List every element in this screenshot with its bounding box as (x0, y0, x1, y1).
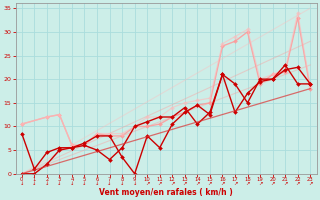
X-axis label: Vent moyen/en rafales ( km/h ): Vent moyen/en rafales ( km/h ) (99, 188, 233, 197)
